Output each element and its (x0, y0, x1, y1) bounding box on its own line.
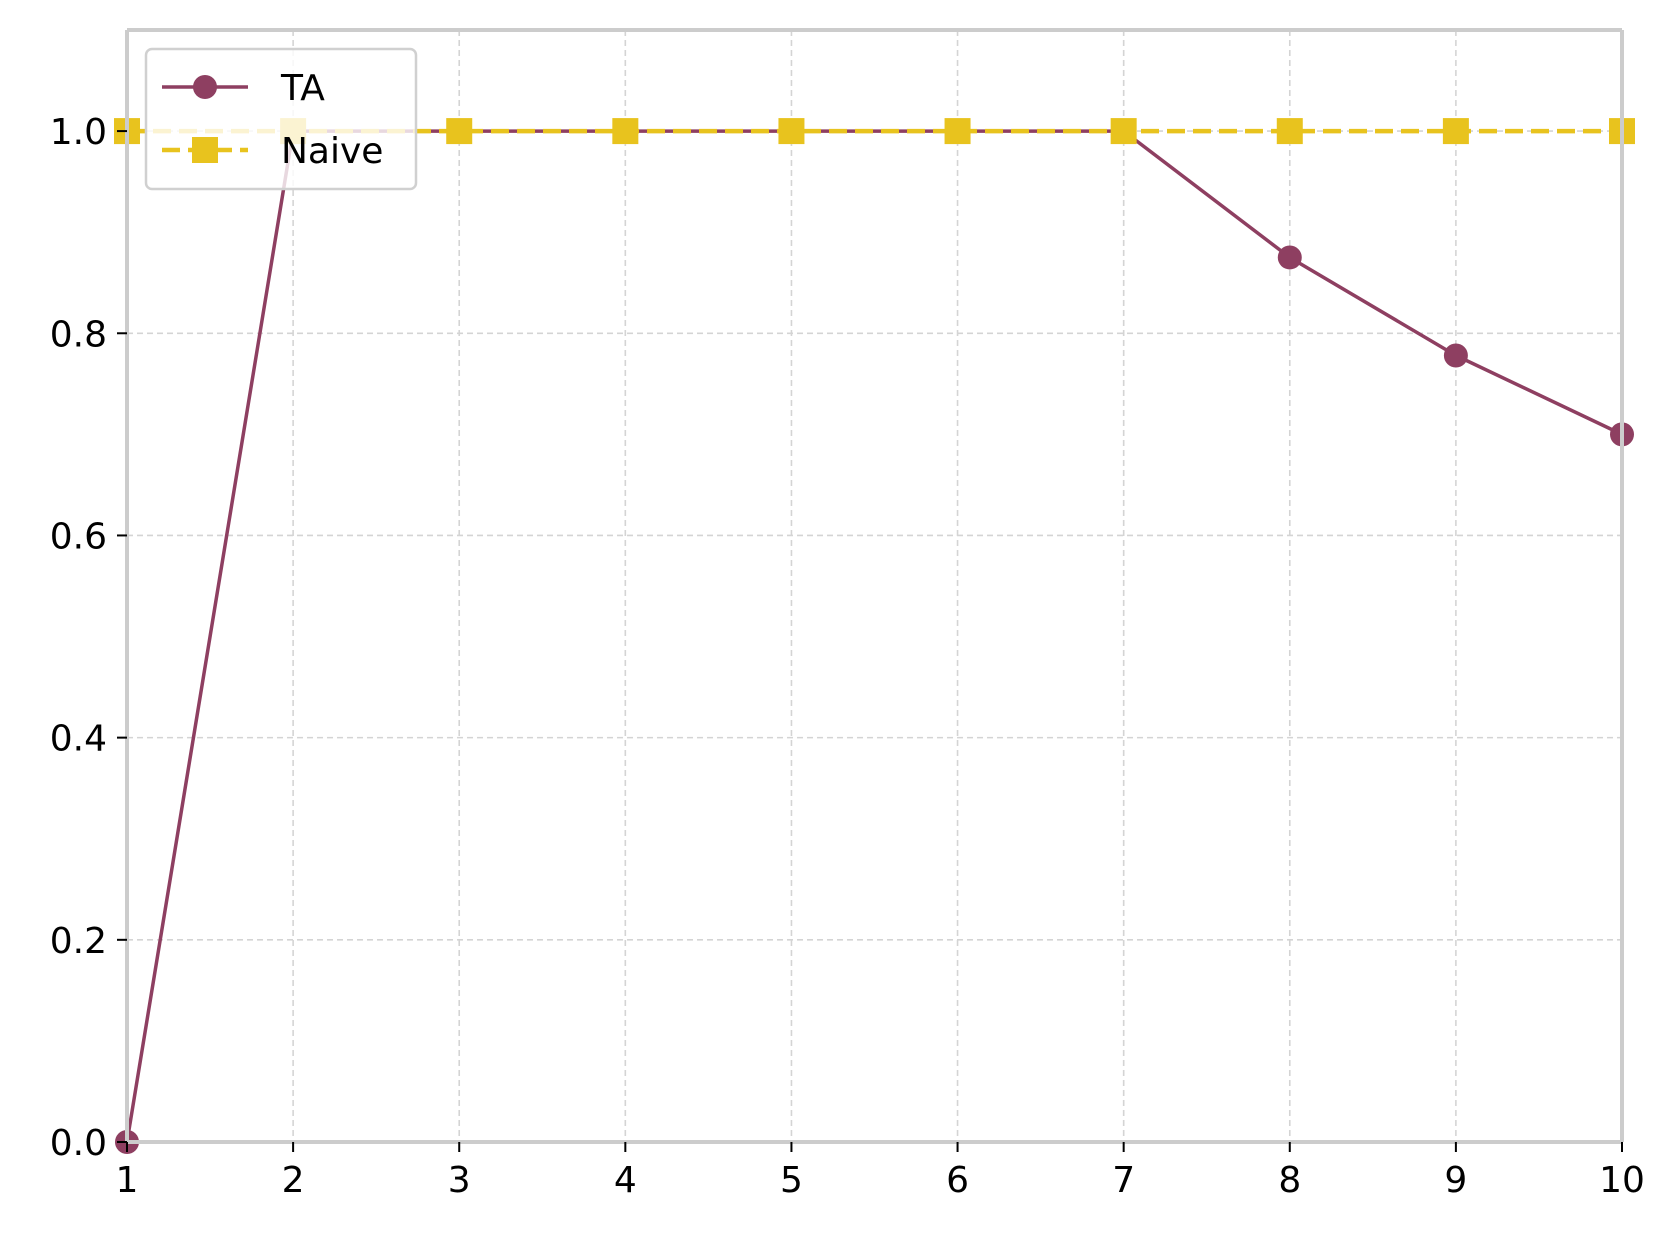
data-point-naive (1442, 118, 1469, 145)
data-point-naive (446, 118, 473, 145)
legend-label-naive: Naive (281, 131, 383, 172)
y-tick-label: 0.6 (50, 516, 107, 557)
legend-entry-naive: Naive (162, 131, 383, 172)
data-point-naive (944, 118, 971, 145)
x-tick-label: 6 (946, 1160, 969, 1201)
data-point-ta (1443, 343, 1468, 368)
axes (125, 28, 1624, 1144)
data-point-naive (1276, 118, 1303, 145)
x-tick-label: 10 (1599, 1160, 1645, 1201)
y-tick-label: 0.8 (50, 314, 107, 355)
grid (127, 30, 1622, 1142)
tick-labels: 1 2 3 4 5 6 7 8 9 10 0.0 0.2 0.4 0.6 0.8 1.0 (50, 112, 1645, 1201)
legend: TA Naive (144, 47, 418, 191)
y-tick-label: 0.0 (50, 1123, 107, 1164)
legend-label-ta: TA (280, 68, 325, 109)
x-tick-label: 9 (1444, 1160, 1467, 1201)
x-tick-label: 3 (448, 1160, 471, 1201)
x-tick-label: 5 (780, 1160, 803, 1201)
x-tick-label: 1 (116, 1160, 139, 1201)
x-tick-label: 4 (614, 1160, 637, 1201)
data-point-naive (612, 118, 639, 145)
data-point-ta (1277, 245, 1302, 270)
y-tick-label: 0.4 (50, 719, 107, 760)
data-point-naive (778, 118, 805, 145)
y-tick-label: 1.0 (50, 112, 107, 153)
x-tick-label: 8 (1278, 1160, 1301, 1201)
x-tick-label: 2 (282, 1160, 305, 1201)
legend-marker-naive (192, 137, 218, 163)
y-tick-label: 0.2 (50, 921, 107, 962)
legend-marker-ta (193, 75, 217, 99)
legend-entry-ta: TA (162, 68, 325, 109)
data-point-naive (1110, 118, 1137, 145)
x-tick-label: 7 (1112, 1160, 1135, 1201)
